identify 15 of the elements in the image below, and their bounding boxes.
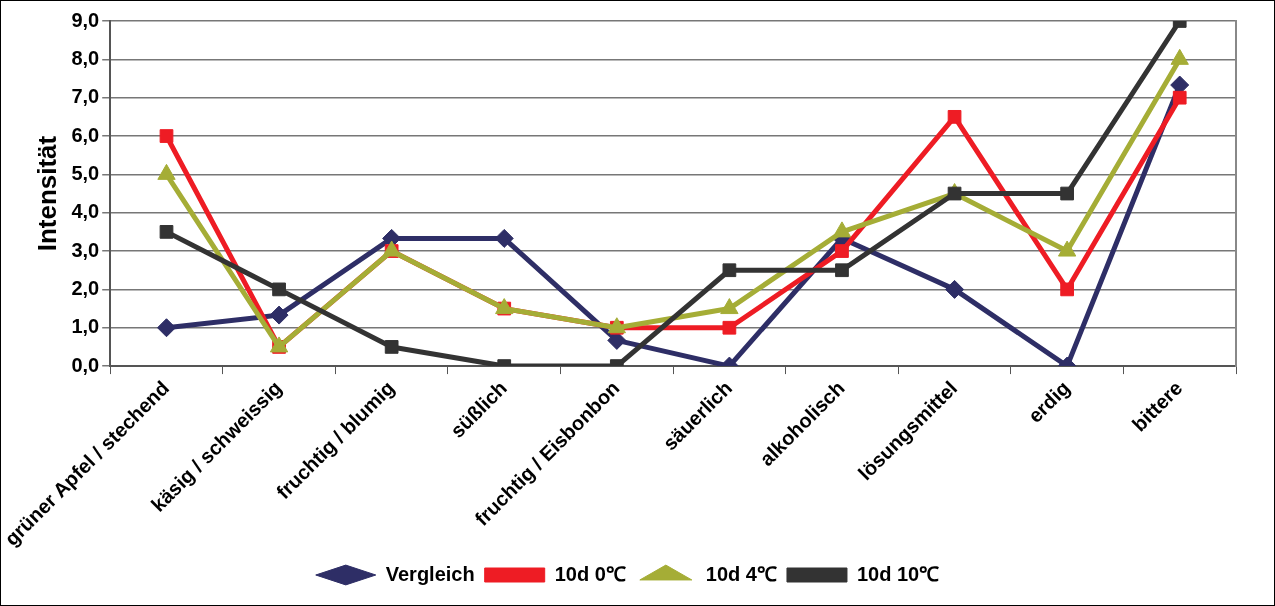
- y-tick-label: 7,0: [71, 85, 100, 108]
- legend-label: Vergleich: [385, 562, 475, 585]
- y-tick-label: 6,0: [71, 123, 100, 146]
- y-tick-label: 9,0: [71, 8, 100, 31]
- y-tick-label: 1,0: [71, 315, 100, 338]
- y-tick-label: 0,0: [71, 353, 100, 376]
- y-tick-label: 3,0: [71, 238, 100, 261]
- y-tick-label: 8,0: [71, 46, 100, 69]
- y-tick-label: 5,0: [71, 161, 100, 184]
- y-tick-label: 4,0: [71, 200, 100, 223]
- legend-label: 10d 0℃: [554, 562, 626, 585]
- y-tick-label: 2,0: [71, 276, 100, 299]
- legend-label: 10d 10℃: [856, 562, 940, 585]
- legend-label: 10d 4℃: [705, 562, 777, 585]
- y-axis-title: Intensität: [31, 135, 62, 252]
